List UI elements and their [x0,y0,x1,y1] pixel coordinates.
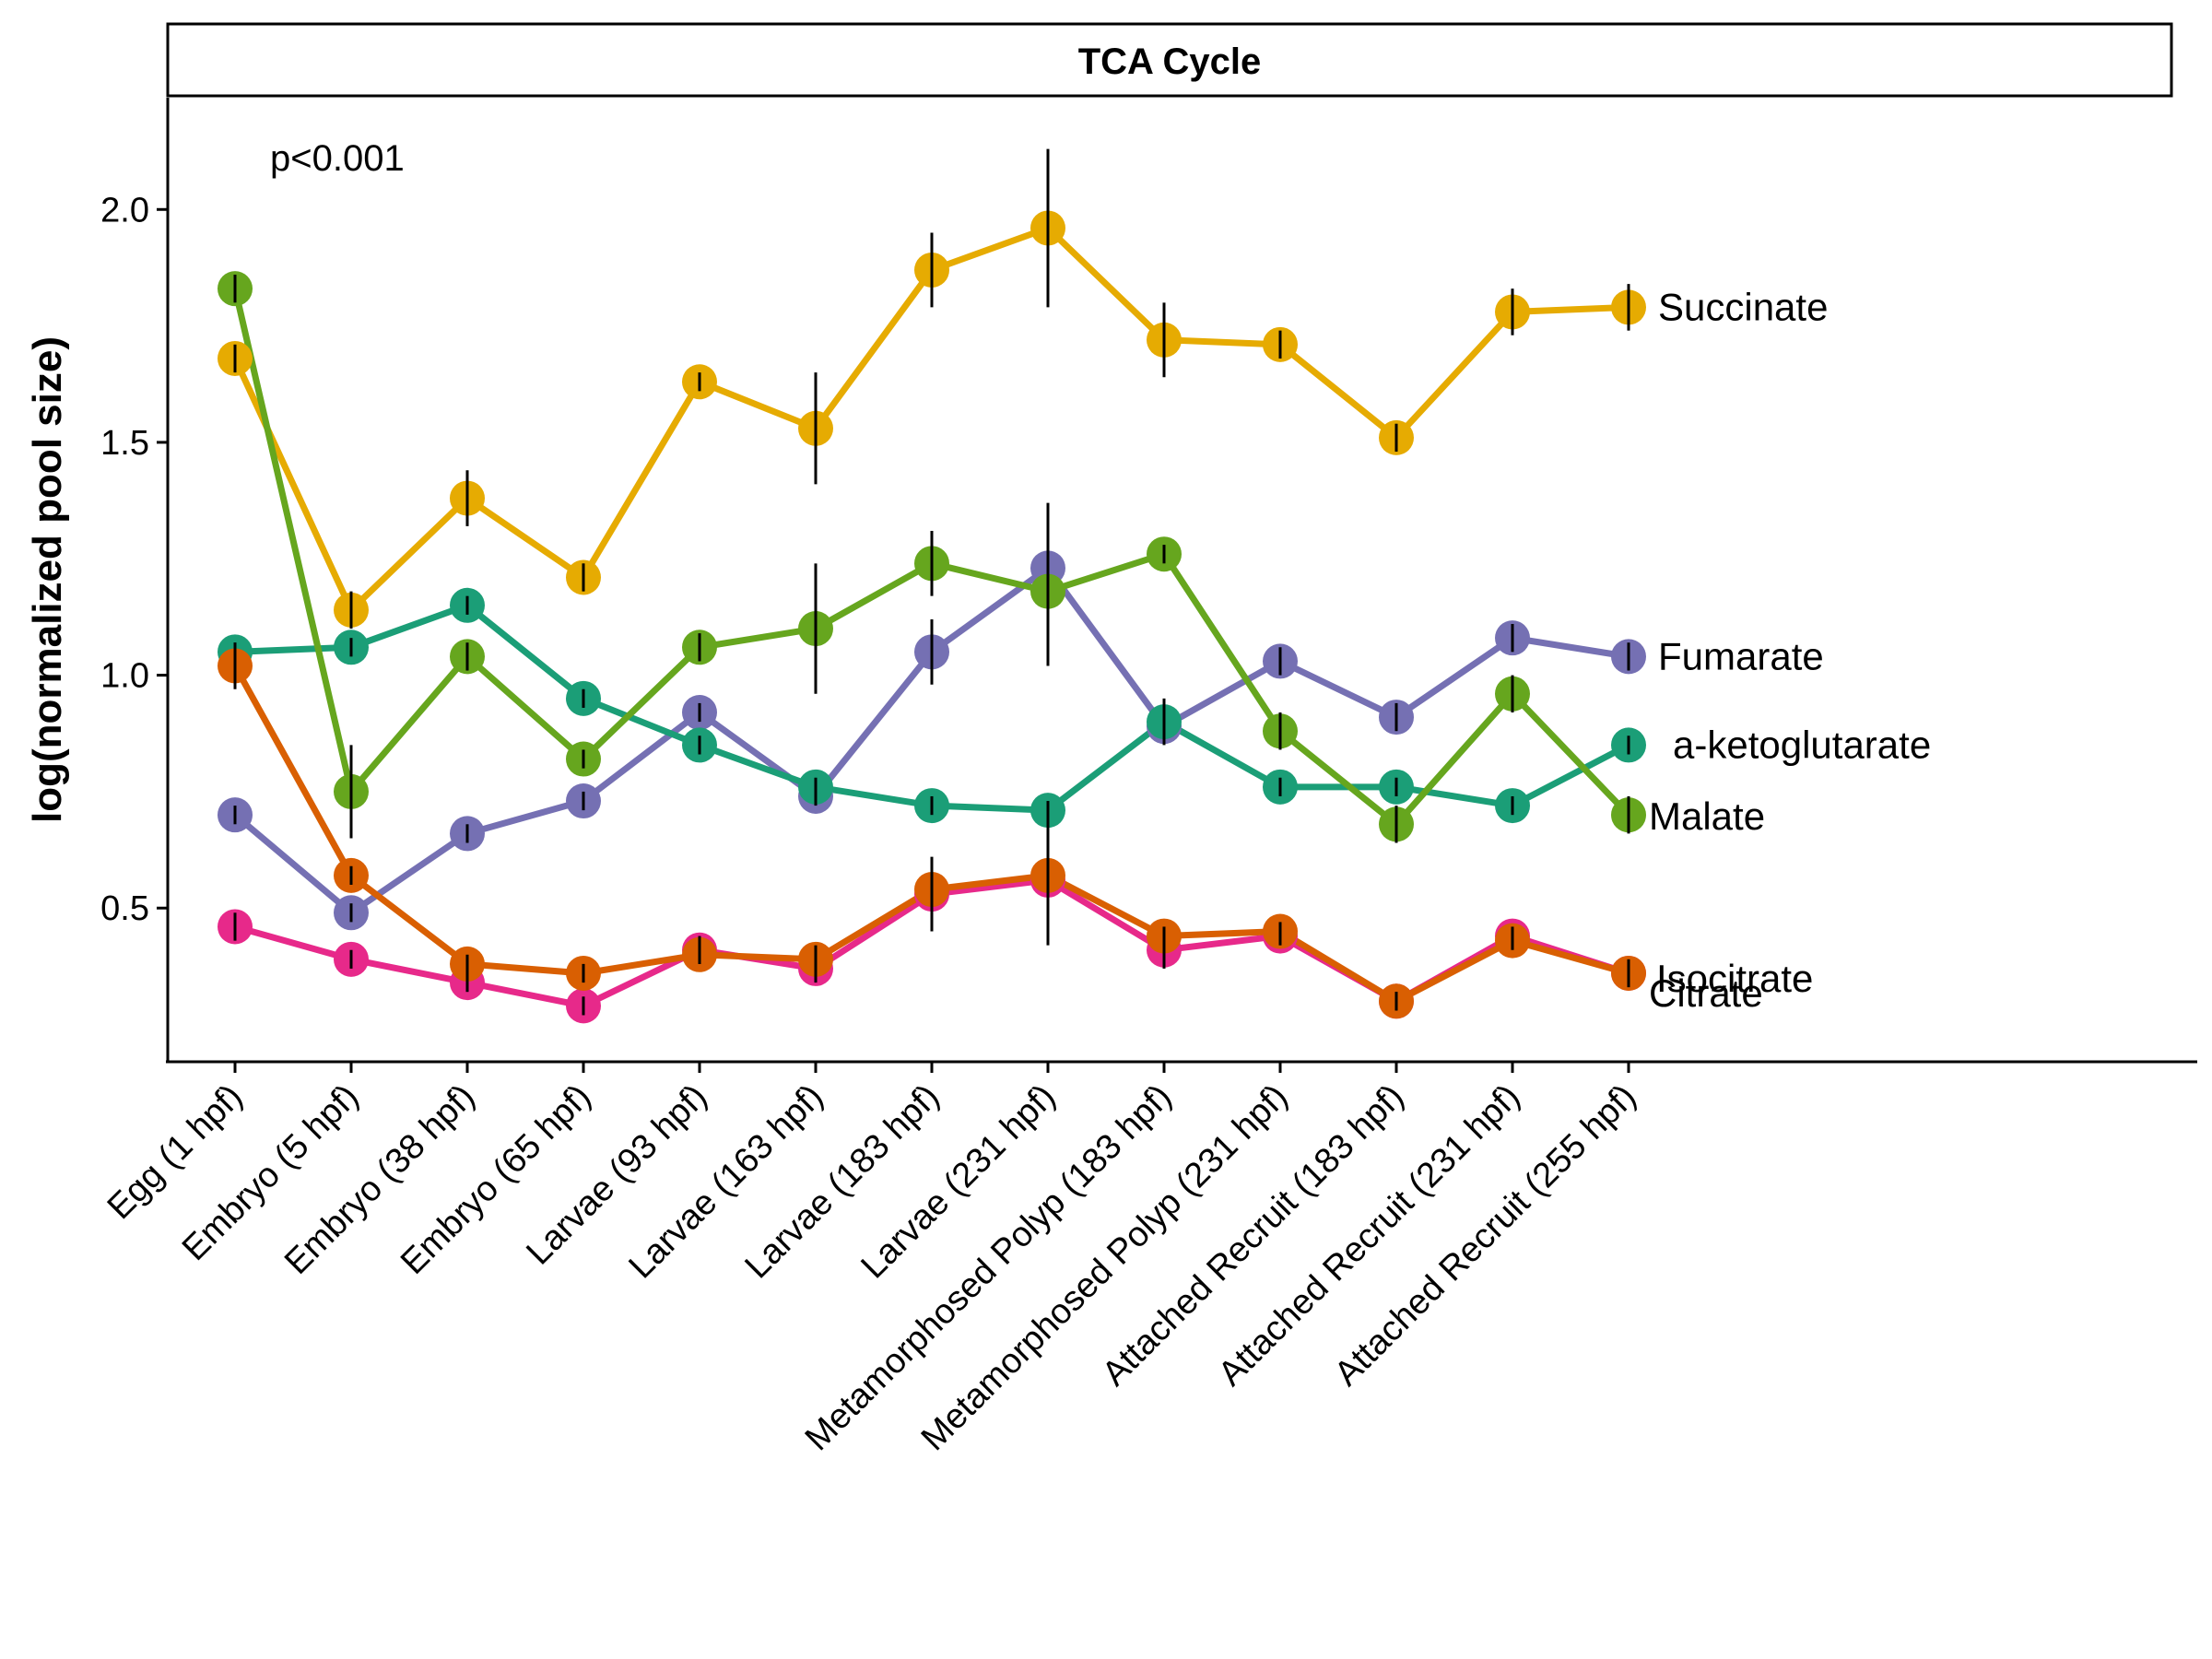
series-line [231,664,1630,1005]
x-axis-ticks: Egg (1 hpf)Embryo (5 hpf)Embryo (38 hpf)… [100,1062,1643,1458]
series-label: Malate [1649,794,1765,838]
series-label: Citrate [1649,971,1763,1015]
series-labels: Succinate Fumarate a-ketoglutarate Malate Is… [1649,285,1931,1015]
series-label: Isocitrate [1656,957,1813,1000]
p-value-annotation: p<0.001 [270,138,405,179]
series-label: Fumarate [1658,634,1824,677]
x-tick-label: Larvae (231 hpf) [853,1077,1063,1287]
series-label: Succinate [1658,285,1828,328]
y-tick-label: 1.0 [100,657,149,696]
x-tick-label: Larvae (163 hpf) [621,1077,830,1287]
y-tick-label: 0.5 [100,889,149,928]
y-tick-label: 2.0 [100,191,149,229]
series-layer [218,148,1646,1024]
series-label: a-ketoglutarate [1673,723,1931,766]
y-tick-label: 1.5 [100,424,149,463]
facet-strip [166,22,2173,98]
x-tick-label: Larvae (183 hpf) [737,1077,947,1287]
y-axis-ticks: 0.5 1.0 1.5 2.0 [100,191,168,928]
y-axis-title: log(normalized pool size) [25,336,70,823]
chart-title: TCA Cycle [1078,41,1262,82]
